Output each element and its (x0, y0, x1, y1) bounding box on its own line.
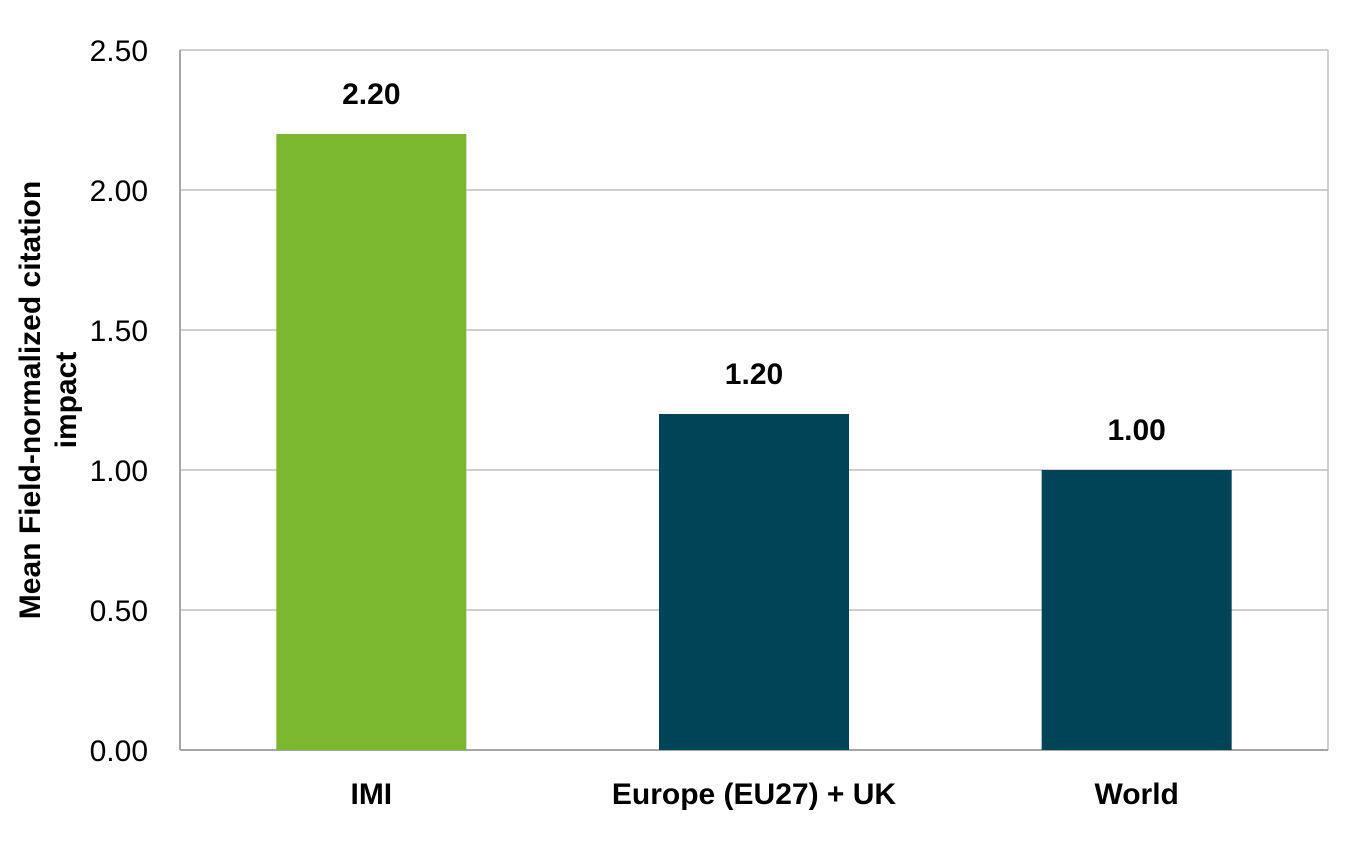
y-tick-label: 1.50 (90, 315, 148, 348)
x-category-labels: IMI Europe (EU27) + UK World (350, 778, 1178, 811)
bars (276, 134, 1232, 750)
y-tick-label: 1.00 (90, 455, 148, 488)
x-category-label: World (1094, 778, 1178, 811)
data-labels: 2.20 1.20 1.00 (342, 78, 1166, 447)
y-axis-title-line2: impact (50, 352, 83, 449)
x-category-label: Europe (EU27) + UK (612, 778, 897, 811)
data-label: 1.20 (725, 358, 783, 391)
y-tick-label: 2.00 (90, 175, 148, 208)
bar-world (1041, 470, 1232, 750)
y-tick-label: 0.50 (90, 595, 148, 628)
bar-europe-eu27-uk (659, 414, 849, 750)
y-tick-labels: 0.00 0.50 1.00 1.50 2.00 2.50 (90, 35, 148, 768)
data-label: 1.00 (1107, 414, 1165, 447)
y-tick-label: 0.00 (90, 735, 148, 768)
y-tick-label: 2.50 (90, 35, 148, 68)
x-category-label: IMI (350, 778, 392, 811)
bar-imi (276, 134, 467, 750)
data-label: 2.20 (342, 78, 400, 111)
y-axis-title-line1: Mean Field-normalized citation (14, 181, 47, 619)
